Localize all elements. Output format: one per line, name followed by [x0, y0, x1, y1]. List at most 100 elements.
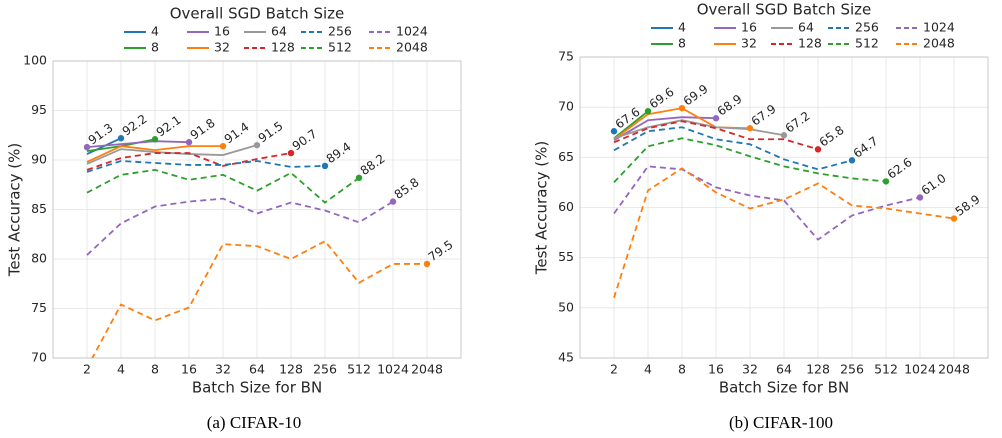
series-line [613, 120, 819, 151]
series-line [613, 110, 649, 139]
series-line [86, 168, 360, 204]
legend-label: 2048 [923, 36, 955, 51]
y-tick-label: 70 [558, 99, 574, 114]
point-marker [287, 149, 295, 157]
x-tick-label: 256 [840, 362, 864, 377]
y-axis-label: Test Accuracy (%) [6, 143, 24, 278]
legend-label: 4 [678, 20, 686, 35]
legend-label: 1024 [923, 20, 955, 35]
series-line [613, 137, 887, 184]
y-tick-label: 45 [558, 350, 574, 365]
point-marker [83, 143, 91, 151]
y-tick-label: 100 [23, 53, 47, 68]
x-tick-label: 128 [806, 362, 830, 377]
point-marker [916, 194, 924, 201]
series-group [86, 137, 427, 358]
y-tick-label: 55 [558, 249, 574, 264]
series-line [613, 119, 785, 140]
point-marker [814, 146, 822, 153]
legend-label: 128 [271, 40, 295, 55]
legend-label: 16 [214, 24, 230, 39]
x-tick-label: 1024 [377, 362, 409, 377]
legend-label: 16 [741, 20, 757, 35]
point-marker [253, 141, 261, 149]
legend-label: 2048 [396, 40, 428, 55]
point-marker [644, 107, 652, 115]
legend-title: Overall SGD Batch Size [697, 1, 872, 19]
legend-label: 256 [328, 24, 352, 39]
point-marker [321, 162, 329, 170]
x-tick-label: 2048 [938, 362, 970, 377]
x-tick-label: 8 [151, 362, 159, 377]
y-tick-label: 75 [31, 300, 47, 315]
legend-label: 128 [798, 36, 822, 51]
point-marker [355, 174, 363, 182]
x-tick-label: 4 [644, 362, 652, 377]
x-tick-label: 32 [742, 362, 758, 377]
series-line [91, 240, 427, 358]
x-tick-label: 64 [776, 362, 792, 377]
point-marker [423, 260, 431, 268]
x-axis-label: Batch Size for BN [719, 379, 849, 397]
plot-frame [579, 56, 989, 359]
legend-label: 1024 [396, 24, 428, 39]
x-tick-label: 4 [117, 362, 125, 377]
y-tick-label: 80 [31, 251, 47, 266]
legend-label: 4 [151, 24, 159, 39]
caption: (a) CIFAR-10 [207, 413, 302, 432]
point-marker [746, 125, 754, 132]
point-marker [185, 138, 193, 146]
y-tick-label: 95 [31, 102, 47, 117]
series-line [613, 167, 955, 299]
point-marker [117, 135, 125, 142]
x-tick-label: 32 [215, 362, 231, 377]
legend-title: Overall SGD Batch Size [170, 5, 345, 23]
y-tick-label: 60 [558, 199, 574, 214]
y-tick-label: 90 [31, 152, 47, 167]
legend-label: 512 [328, 40, 352, 55]
x-tick-label: 2048 [411, 362, 443, 377]
x-tick-label: 512 [874, 362, 898, 377]
y-tick-label: 70 [31, 350, 47, 365]
series-line [613, 165, 921, 241]
point-marker [848, 157, 856, 164]
x-tick-label: 2 [610, 362, 618, 377]
point-marker [950, 215, 958, 222]
point-marker [712, 115, 720, 122]
point-marker [882, 178, 890, 185]
point-marker [610, 128, 618, 135]
point-marker [389, 198, 397, 205]
y-tick-label: 85 [31, 201, 47, 216]
y-tick-label: 50 [558, 299, 574, 314]
y-tick-label: 65 [558, 149, 574, 164]
series-line [86, 197, 394, 256]
x-tick-label: 512 [347, 362, 371, 377]
series-line [86, 152, 292, 171]
x-tick-label: 16 [181, 362, 197, 377]
series-line [86, 145, 223, 163]
legend-label: 512 [855, 36, 879, 51]
legend-label: 32 [214, 40, 230, 55]
point-marker [780, 132, 788, 139]
y-tick-label: 75 [558, 49, 574, 64]
legend-label: 8 [678, 36, 686, 51]
point-marker [678, 104, 686, 112]
legend-label: 64 [271, 24, 287, 39]
legend-label: 256 [855, 20, 879, 35]
caption: (b) CIFAR-100 [729, 413, 833, 432]
point-marker [151, 136, 159, 143]
series-line [86, 144, 258, 165]
x-tick-label: 2 [83, 362, 91, 377]
legend-label: 8 [151, 40, 159, 55]
x-tick-label: 1024 [904, 362, 936, 377]
series-line [86, 160, 326, 173]
y-axis-label: Test Accuracy (%) [533, 141, 551, 276]
x-tick-label: 64 [249, 362, 265, 377]
legend-label: 64 [798, 20, 814, 35]
series-line [613, 126, 853, 171]
x-tick-label: 128 [279, 362, 303, 377]
plot-frame [52, 60, 462, 359]
